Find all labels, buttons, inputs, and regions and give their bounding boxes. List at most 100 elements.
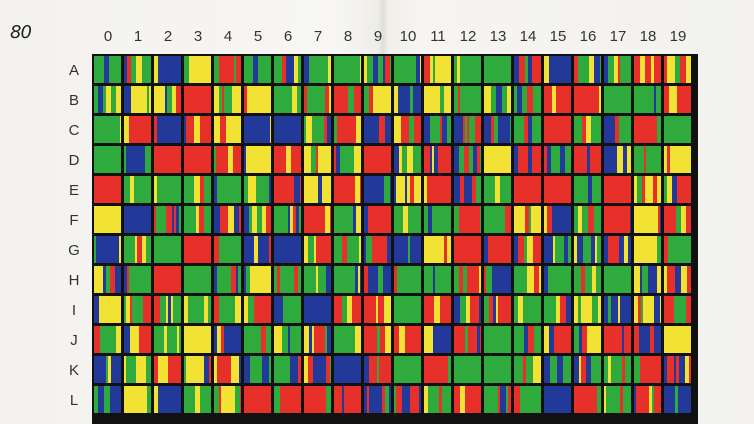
row-label: J [70, 332, 78, 349]
grid-cell [514, 386, 541, 413]
grid-cell [274, 236, 301, 263]
grid-cell [214, 236, 241, 263]
color-stripe [224, 86, 230, 113]
color-stripe [604, 326, 615, 353]
color-stripe [283, 296, 293, 323]
color-stripe [608, 56, 614, 83]
color-stripe [394, 236, 408, 263]
color-stripe [487, 326, 497, 353]
color-stripe [344, 386, 357, 413]
color-stripe [469, 356, 480, 383]
color-stripe [251, 236, 254, 263]
grid-cell [514, 176, 541, 203]
color-stripe [244, 86, 247, 113]
grid-cell [304, 146, 331, 173]
color-stripe [459, 206, 469, 233]
color-stripe [491, 86, 496, 113]
color-stripe [414, 176, 421, 203]
color-stripe [551, 146, 560, 173]
color-stripe [679, 146, 690, 173]
color-stripe [618, 56, 620, 83]
color-stripe [280, 386, 290, 413]
grid-cell [634, 236, 661, 263]
column-label: 15 [549, 28, 567, 45]
color-stripe [510, 116, 511, 143]
color-stripe [285, 86, 287, 113]
color-stripe [108, 236, 113, 263]
grid-cell [244, 266, 271, 293]
color-stripe [99, 296, 104, 323]
color-stripe [124, 296, 126, 323]
color-stripe [367, 56, 373, 83]
color-stripe [394, 176, 396, 203]
color-stripe [473, 146, 477, 173]
color-stripe [346, 116, 351, 143]
color-stripe [532, 56, 540, 83]
color-stripe [518, 236, 524, 263]
color-stripe [604, 116, 609, 143]
color-stripe [369, 176, 375, 203]
grid-cell [124, 356, 151, 383]
grid-cell [634, 56, 661, 83]
color-stripe [378, 266, 383, 293]
color-stripe [111, 86, 116, 113]
color-stripe [214, 296, 219, 323]
column-label: 18 [639, 28, 657, 45]
color-stripe [394, 326, 399, 353]
color-stripe [410, 86, 413, 113]
color-stripe [640, 266, 642, 293]
color-stripe [657, 116, 661, 143]
color-stripe [219, 236, 225, 263]
row-label: B [68, 92, 79, 109]
color-stripe [133, 326, 139, 353]
color-stripe [645, 356, 656, 383]
color-stripe [244, 356, 250, 383]
color-stripe [580, 146, 587, 173]
color-stripe [514, 236, 518, 263]
grid-cell [544, 326, 571, 353]
color-stripe [322, 86, 325, 113]
color-stripe [108, 356, 111, 383]
color-stripe [664, 326, 678, 353]
color-stripe [474, 236, 481, 263]
color-stripe [592, 176, 600, 203]
color-stripe [366, 236, 372, 263]
color-stripe [334, 56, 346, 83]
color-stripe [641, 386, 649, 413]
color-stripe [154, 146, 164, 173]
color-stripe [383, 56, 385, 83]
color-stripe [460, 56, 473, 83]
grid-cell [604, 116, 631, 143]
color-stripe [364, 236, 366, 263]
grid-cell [334, 326, 361, 353]
color-stripe [619, 116, 622, 143]
color-stripe [386, 296, 391, 323]
color-stripe [569, 86, 571, 113]
grid-cell [124, 266, 151, 293]
color-stripe [608, 296, 611, 323]
color-stripe [469, 236, 474, 263]
color-stripe [134, 146, 145, 173]
color-stripe [570, 386, 571, 413]
color-stripe [208, 266, 211, 293]
color-stripe [394, 356, 404, 383]
color-stripe [291, 146, 294, 173]
color-stripe [637, 176, 642, 203]
color-stripe [198, 266, 208, 293]
color-stripe [547, 116, 560, 143]
color-stripe [120, 116, 121, 143]
color-stripe [608, 206, 617, 233]
color-stripe [354, 146, 360, 173]
color-stripe [484, 296, 489, 323]
color-stripe [258, 56, 267, 83]
color-stripe [274, 56, 282, 83]
color-stripe [379, 116, 385, 143]
color-stripe [585, 86, 599, 113]
color-stripe [145, 176, 151, 203]
color-stripe [630, 386, 631, 413]
color-stripe [484, 206, 498, 233]
color-stripe [475, 206, 480, 233]
color-stripe [109, 56, 121, 83]
color-stripe [379, 356, 387, 383]
color-stripe [490, 176, 495, 203]
